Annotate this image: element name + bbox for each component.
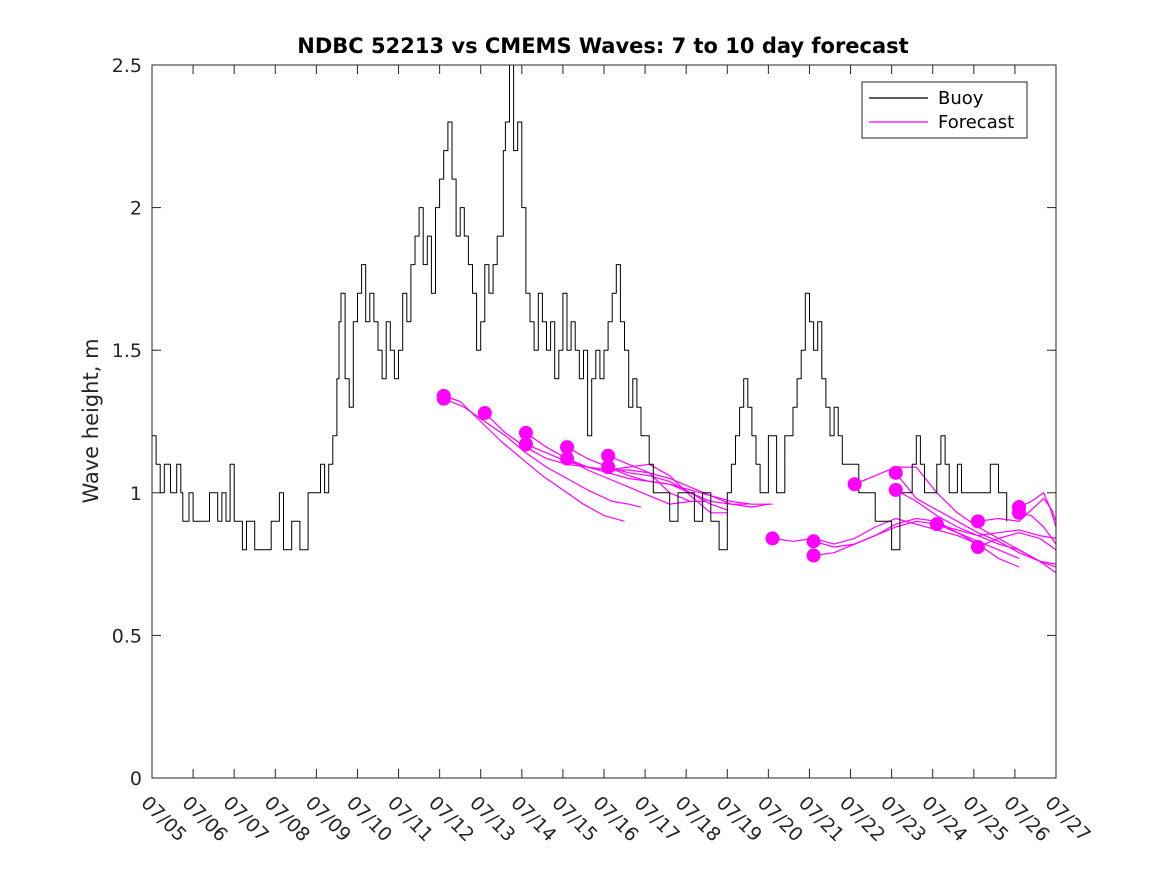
forecast-series-line [607, 455, 769, 508]
plot-background [152, 65, 1056, 778]
forecast-start-marker [806, 534, 821, 549]
forecast-start-marker [601, 448, 616, 463]
forecast-start-marker [560, 451, 575, 466]
forecast-series-line [977, 532, 1057, 551]
y-tick-label: 1 [130, 483, 142, 505]
forecast-series-line [936, 523, 1057, 539]
forecast-start-marker [806, 548, 821, 563]
y-tick-label: 2 [130, 198, 142, 220]
forecast-start-marker [601, 460, 616, 475]
forecast-start-marker [765, 531, 780, 546]
forecast-start-marker [1012, 505, 1027, 520]
legend-box [861, 81, 1028, 139]
forecast-start-marker [518, 437, 533, 452]
legend-label-buoy: Buoy [938, 88, 984, 109]
y-axis-label: Wave height, m [79, 338, 103, 503]
forecast-series-line [525, 432, 707, 505]
y-tick-label: 1.5 [112, 340, 142, 362]
forecast-start-marker [847, 477, 862, 492]
forecast-start-marker [929, 517, 944, 532]
forecast-series-line [607, 466, 773, 505]
forecast-series-line [443, 398, 642, 508]
chart-title: NDBC 52213 vs CMEMS Waves: 7 to 10 day f… [297, 34, 908, 58]
forecast-series-line [1018, 492, 1057, 528]
forecast-start-marker [888, 465, 903, 480]
y-tick-label: 0 [130, 768, 142, 790]
forecast-series-line [977, 497, 1057, 522]
forecast-markers [436, 388, 1027, 563]
forecast-start-marker [970, 514, 985, 529]
forecast-start-marker [970, 539, 985, 554]
buoy-series-line [152, 64, 1008, 551]
forecast-series-line [566, 446, 728, 511]
plot-area [151, 64, 1057, 779]
legend: Buoy Forecast [861, 81, 1028, 139]
forecast-start-marker [477, 405, 492, 420]
forecast-start-marker [888, 482, 903, 497]
forecast-series-line [772, 517, 979, 545]
y-tick-label: 0.5 [112, 625, 142, 647]
forecast-series-line [895, 472, 1057, 565]
forecast-start-marker [560, 440, 575, 455]
y-axis: 0 0.5 1 1.5 2 2.5 [112, 55, 1056, 790]
forecast-start-marker [436, 391, 451, 406]
y-tick-label: 2.5 [112, 55, 142, 77]
forecast-start-marker [518, 425, 533, 440]
forecast-series-line [813, 517, 1020, 568]
forecast-lines [443, 395, 1057, 574]
buoy-line [152, 64, 1008, 551]
legend-label-forecast: Forecast [938, 112, 1014, 133]
